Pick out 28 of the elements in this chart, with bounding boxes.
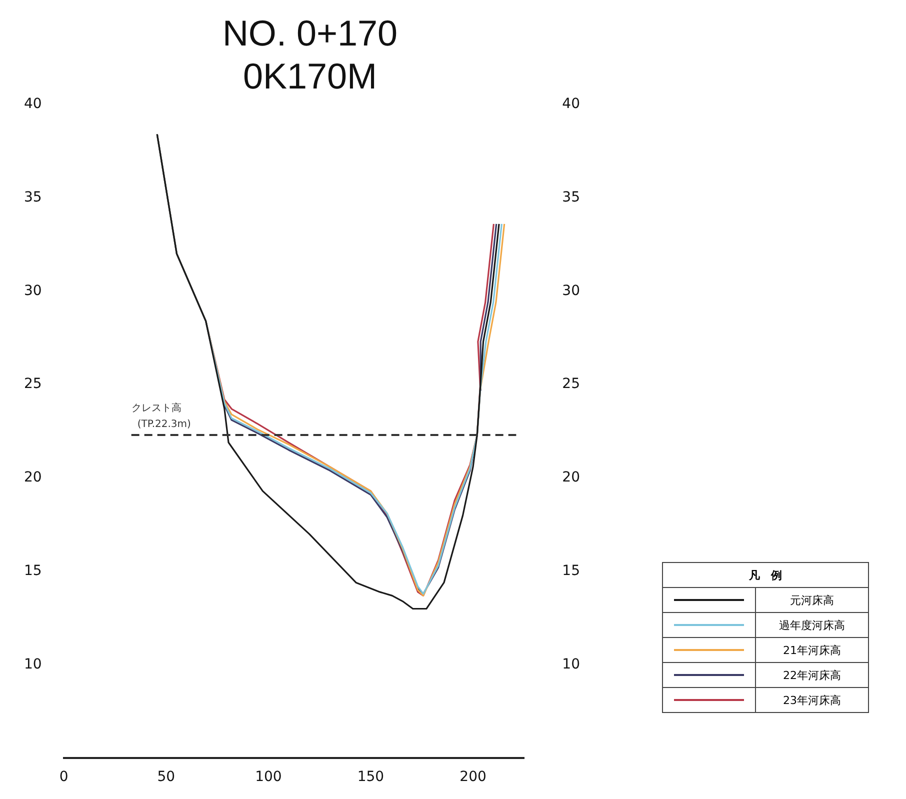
ref-line-label: クレスト高 (TP.22.3m) xyxy=(131,402,192,430)
x-tick-label: 150 xyxy=(357,769,384,786)
y-tick-label: 15 xyxy=(24,563,42,580)
text: 過年度河床高 xyxy=(756,612,868,638)
y2-tick-label: 15 xyxy=(562,563,580,580)
legend-title: 凡 例 xyxy=(662,562,868,588)
chart-subtitle: 0K170M xyxy=(242,56,378,97)
x-tick-label: 0 xyxy=(59,769,68,786)
y2-tick-label: 25 xyxy=(562,376,580,392)
y-tick-label: 10 xyxy=(24,656,42,672)
y-tick-label: 35 xyxy=(24,189,42,206)
x-tick-label: 200 xyxy=(460,769,486,786)
y2-tick-label: 20 xyxy=(562,470,580,486)
y2-tick-label: 40 xyxy=(562,96,580,112)
y-tick-label: 40 xyxy=(24,96,42,112)
y2-tick-label: 35 xyxy=(562,189,580,206)
text: 23年河床高 xyxy=(756,688,868,712)
y2-tick-label: 10 xyxy=(562,656,580,672)
y-tick-label: 25 xyxy=(24,376,42,392)
x-tick-label: 100 xyxy=(255,769,282,786)
text: 22年河床高 xyxy=(756,662,868,688)
x-tick-label: 50 xyxy=(157,769,176,786)
y-tick-label: 30 xyxy=(24,282,42,299)
text: 21年河床高 xyxy=(756,638,868,662)
text: 元河床高 xyxy=(756,588,868,612)
y-tick-label: 20 xyxy=(24,470,42,486)
y2-tick-label: 30 xyxy=(562,282,580,299)
chart-title: NO. 0+170 xyxy=(222,12,398,54)
